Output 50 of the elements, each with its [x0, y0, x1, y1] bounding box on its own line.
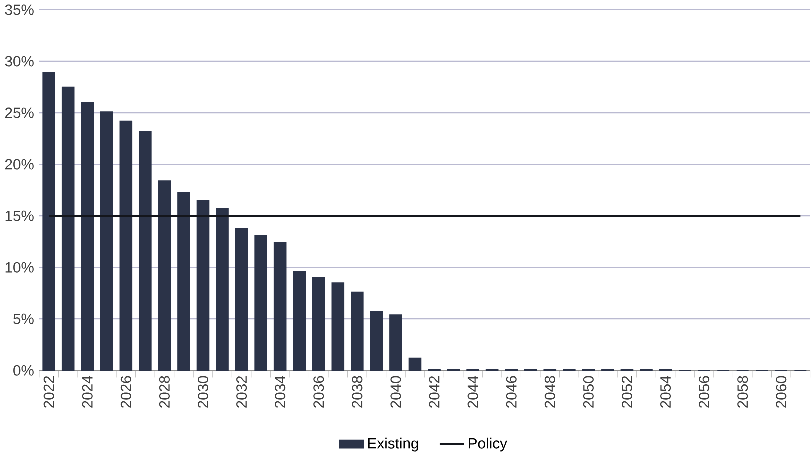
x-tick-label: 2030	[198, 376, 209, 408]
x-tick-label: 2046	[506, 376, 517, 408]
bar	[254, 235, 268, 371]
x-tick-label: 2024	[82, 376, 93, 408]
y-tick-label: 25%	[5, 108, 34, 118]
bar	[178, 192, 190, 371]
bar	[139, 130, 152, 371]
x-tick-label: 2036	[314, 376, 324, 408]
y-tick-label: 15%	[6, 210, 34, 222]
x-tick-label: 2050	[583, 376, 594, 408]
x-tick-label: 2060	[776, 376, 787, 408]
bar	[81, 102, 94, 371]
y-tick-label: 20%	[5, 159, 34, 170]
x-tick-label: 2038	[352, 376, 363, 408]
x-tick-label: 2052	[622, 376, 632, 408]
bar	[100, 111, 114, 371]
bar	[293, 271, 306, 371]
y-tick-label: 35%	[5, 4, 34, 16]
y-tick-label: 5%	[14, 314, 34, 324]
x-tick-label: 2032	[236, 376, 248, 408]
bar	[408, 358, 422, 371]
x-tick-label: 2026	[120, 376, 132, 408]
legend-label: Existing	[368, 438, 418, 452]
bar	[274, 242, 287, 371]
x-tick-label: 2048	[544, 376, 556, 408]
bar	[158, 180, 172, 371]
bar	[120, 120, 133, 371]
bar	[370, 311, 384, 371]
bar	[351, 292, 364, 371]
x-tick-label: 2042	[429, 376, 440, 408]
legend-label: Policy	[469, 438, 508, 452]
x-tick-label: 2054	[660, 376, 672, 408]
x-tick-label: 2022	[44, 376, 54, 408]
x-tick-label: 2044	[468, 376, 478, 408]
bar	[235, 228, 248, 371]
bar	[332, 282, 345, 371]
bar	[312, 277, 326, 371]
bar	[216, 208, 229, 371]
y-tick-label: 10%	[6, 262, 34, 273]
bar	[62, 86, 75, 371]
bar	[390, 314, 402, 371]
x-tick-label: 2028	[159, 376, 170, 408]
y-tick-label: 0%	[14, 365, 34, 376]
y-tick-label: 30%	[5, 56, 34, 67]
bar	[42, 72, 56, 371]
x-tick-label: 2034	[275, 376, 286, 408]
bar	[196, 200, 210, 371]
x-tick-label: 2040	[390, 376, 402, 408]
x-tick-label: 2056	[699, 376, 710, 408]
x-tick-label: 2058	[738, 376, 748, 408]
